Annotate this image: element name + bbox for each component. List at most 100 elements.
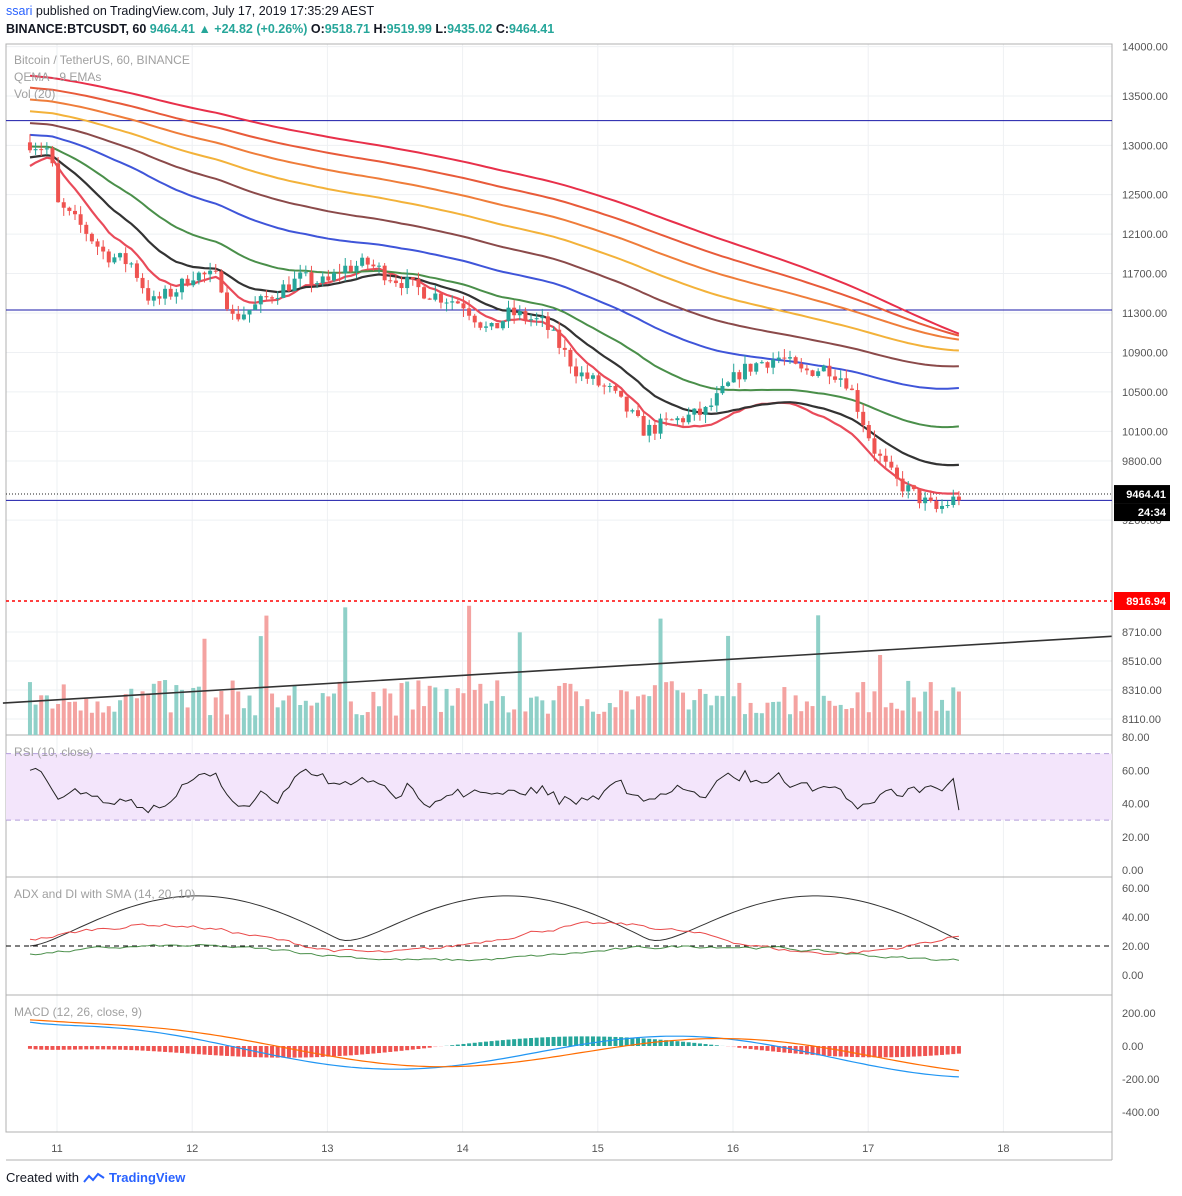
macd-histogram-bar	[945, 1046, 950, 1055]
candle-body	[253, 304, 258, 310]
macd-histogram-bar	[365, 1046, 370, 1055]
candle-body	[315, 283, 320, 285]
macd-histogram-bar	[140, 1046, 145, 1051]
candle-body	[928, 497, 933, 501]
x-tick-label: 17	[862, 1143, 874, 1155]
candle-body	[467, 308, 472, 316]
volume-bar	[61, 684, 66, 735]
candle-body	[636, 410, 640, 416]
candle-body	[427, 298, 432, 300]
macd-histogram-bar	[241, 1046, 246, 1057]
y-tick-label: 10500.00	[1122, 387, 1168, 399]
macd-histogram-bar	[562, 1036, 567, 1046]
candle-body	[540, 316, 545, 319]
legend-macd: MACD (12, 26, close, 9)	[14, 1005, 142, 1019]
y-tick-label: 8510.00	[1122, 656, 1162, 668]
volume-bar	[444, 688, 449, 735]
volume-bar	[613, 707, 618, 735]
candle-body	[579, 372, 584, 377]
macd-histogram-bar	[928, 1046, 933, 1056]
volume-bar	[461, 693, 466, 735]
candle-body	[534, 318, 539, 320]
ema-line	[29, 156, 959, 495]
volume-bar	[568, 683, 573, 735]
candle-body	[737, 372, 742, 380]
candle-body	[202, 272, 207, 275]
candle-body	[500, 321, 505, 329]
volume-bar	[44, 695, 49, 735]
volume-bar	[472, 689, 477, 735]
price-axis[interactable]: 14000.00 13500.00 13000.00 12500.00 12100.00…	[1122, 42, 1168, 1119]
panel-borders	[5, 43, 1113, 1161]
candle-body	[151, 296, 156, 301]
candle-body	[101, 246, 106, 252]
macd-histogram-bar	[483, 1041, 488, 1046]
candle-body	[658, 418, 663, 434]
candle-body	[191, 280, 196, 286]
macd-histogram-bar	[540, 1037, 545, 1046]
macd-histogram-bar	[67, 1046, 72, 1050]
time-axis[interactable]: 11 12 13 14 15 16 17 18	[51, 1143, 1009, 1155]
volume-bar	[500, 696, 505, 735]
macd-histogram-bar	[500, 1040, 505, 1046]
macd-histogram-bar	[343, 1046, 348, 1056]
volume-bar	[934, 710, 939, 735]
high-value: 9519.99	[386, 22, 432, 36]
volume-bar	[354, 714, 359, 735]
candle-body	[179, 278, 184, 293]
volume-bar	[748, 702, 753, 735]
volume-bar	[33, 704, 38, 735]
volume-bar	[101, 712, 106, 735]
volume-bar	[776, 701, 781, 735]
macd-histogram-bar	[878, 1046, 883, 1058]
candle-body	[416, 279, 421, 288]
volume-bar	[697, 688, 702, 735]
macd-histogram-bar	[681, 1041, 686, 1046]
volume-bar	[275, 707, 280, 735]
volume-bar	[641, 694, 646, 735]
macd-histogram-bar	[275, 1046, 280, 1058]
candle-body	[377, 265, 382, 267]
macd-histogram-bar	[906, 1046, 911, 1057]
macd-histogram-bar	[286, 1046, 291, 1058]
macd-histogram-bar	[134, 1046, 139, 1051]
candle-body	[461, 303, 466, 309]
candle-body	[562, 347, 567, 350]
volume-bar	[630, 709, 635, 735]
footer-text: Created with	[6, 1170, 79, 1185]
volume-bar	[298, 705, 303, 735]
macd-histogram-bar	[371, 1046, 376, 1054]
candle-body	[849, 388, 854, 391]
volume-bar	[309, 705, 314, 735]
candle-body	[444, 302, 449, 304]
candle-body	[208, 270, 213, 275]
volume-bar	[551, 700, 556, 735]
horizontal-levels	[6, 120, 1112, 602]
macd-histogram-bar	[596, 1036, 601, 1046]
candle-body	[956, 496, 961, 501]
candle-body	[185, 278, 190, 286]
volume-bar	[337, 681, 342, 735]
macd-histogram-bar	[726, 1046, 731, 1047]
candle-body	[44, 148, 49, 150]
y-tick-label: 40.00	[1122, 799, 1150, 811]
footer-brand[interactable]: TradingView	[108, 1170, 186, 1185]
volume-bar	[664, 682, 669, 735]
volume-bar	[545, 713, 550, 735]
candle-body	[872, 438, 877, 454]
author-name[interactable]: ssari	[6, 4, 33, 18]
high-label: H:	[373, 22, 387, 36]
y-tick-label: 14000.00	[1122, 42, 1168, 54]
volume-bar	[844, 709, 849, 735]
chart-canvas[interactable]: 14000.00 13500.00 13000.00 12500.00 12100.00…	[0, 40, 1182, 1165]
macd-histogram-bar	[883, 1046, 888, 1058]
macd-histogram-bar	[776, 1046, 781, 1053]
volume-bar	[382, 688, 387, 735]
macd-histogram-bar	[123, 1046, 128, 1050]
volume-bar	[945, 710, 950, 735]
publish-info: ssari published on TradingView.com, July…	[6, 4, 374, 18]
macd-histogram-bar	[202, 1046, 207, 1055]
candle-body	[512, 307, 517, 316]
macd-histogram-bar	[163, 1046, 168, 1052]
volume-bar	[174, 685, 179, 735]
